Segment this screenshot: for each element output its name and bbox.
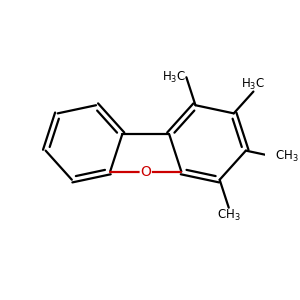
Text: CH$_3$: CH$_3$: [274, 149, 298, 164]
Text: CH$_3$: CH$_3$: [217, 208, 241, 223]
Text: O: O: [140, 165, 151, 178]
Text: H$_3$C: H$_3$C: [242, 76, 266, 92]
Text: H$_3$C: H$_3$C: [162, 70, 186, 85]
